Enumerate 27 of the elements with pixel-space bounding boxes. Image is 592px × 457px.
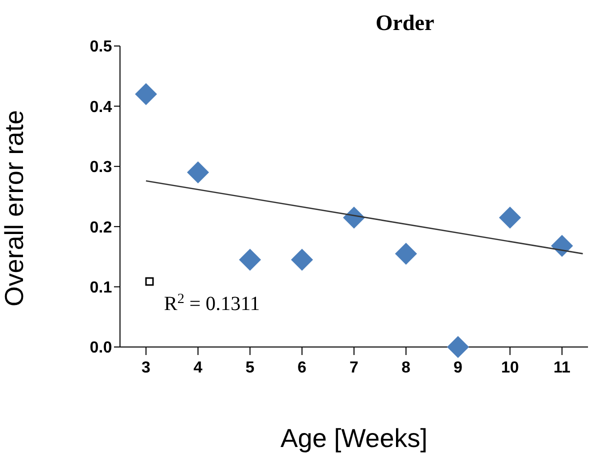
x-tick-label: 9 bbox=[454, 359, 463, 376]
annotation: R$^{2}$ = 0.1311 bbox=[164, 292, 260, 315]
y-tick-label: 0.5 bbox=[90, 38, 112, 56]
x-tick-label: 3 bbox=[142, 359, 151, 376]
x-tick-label: 7 bbox=[350, 359, 359, 376]
point bbox=[239, 248, 261, 271]
point bbox=[499, 206, 521, 229]
x-tick-label: 10 bbox=[501, 359, 519, 376]
y-tick-label: 0.1 bbox=[90, 279, 112, 296]
chart-title: Order bbox=[376, 10, 435, 35]
x-axis-title: Age [Weeks] bbox=[280, 423, 428, 453]
point bbox=[187, 161, 209, 184]
x-tick-label: 8 bbox=[402, 359, 411, 376]
point bbox=[447, 336, 469, 358]
point bbox=[395, 242, 417, 265]
y-tick-label: 0.4 bbox=[90, 98, 112, 116]
y-tick-label: 0.0 bbox=[90, 340, 112, 357]
point bbox=[551, 234, 573, 257]
y-tick-label: 0.3 bbox=[90, 159, 112, 176]
x-tick-label: 4 bbox=[194, 359, 203, 376]
x-tick-label: 5 bbox=[246, 359, 255, 376]
x-tick-label: 11 bbox=[554, 359, 571, 376]
point bbox=[135, 83, 157, 106]
x-tick-label: 6 bbox=[298, 359, 307, 376]
y-axis-title: Overall error rate bbox=[0, 110, 30, 306]
y-tick-label: 0.2 bbox=[90, 219, 112, 236]
point bbox=[291, 248, 313, 271]
